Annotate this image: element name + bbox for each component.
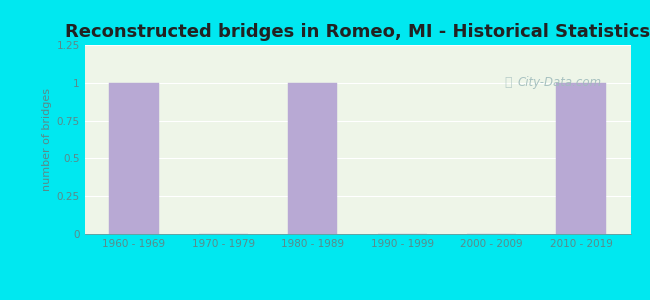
- Bar: [556, 83, 606, 234]
- Y-axis label: number of bridges: number of bridges: [42, 88, 52, 191]
- Bar: [109, 83, 159, 234]
- Title: Reconstructed bridges in Romeo, MI - Historical Statistics: Reconstructed bridges in Romeo, MI - His…: [65, 23, 650, 41]
- Text: ⦿: ⦿: [504, 76, 512, 89]
- Text: City-Data.com: City-Data.com: [517, 76, 602, 89]
- Bar: [288, 83, 337, 234]
